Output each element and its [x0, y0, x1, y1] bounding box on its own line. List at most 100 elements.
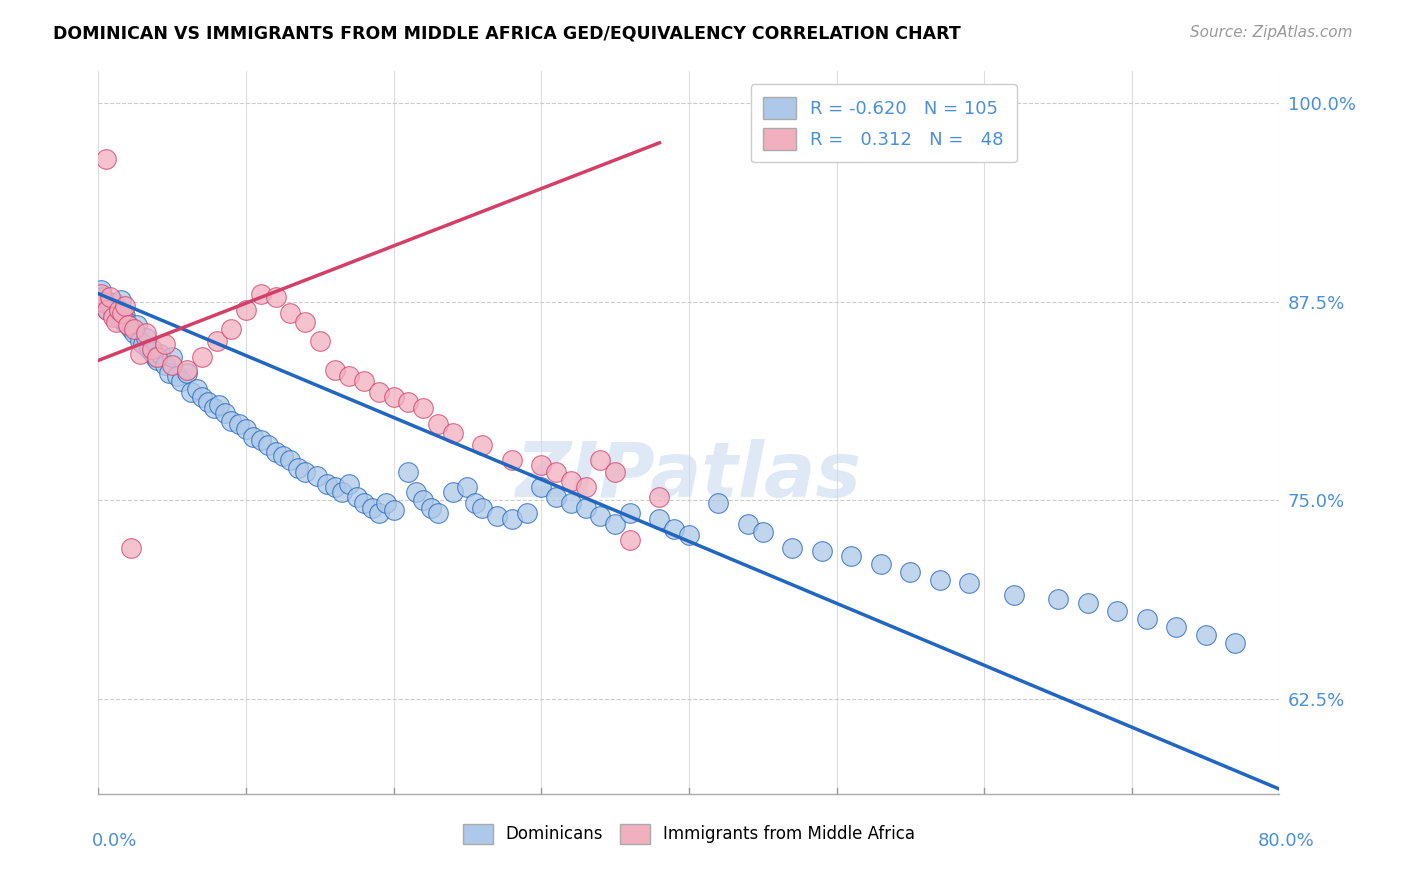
Point	[202, 401, 225, 415]
Point	[294, 315, 316, 329]
Point	[96, 302, 118, 317]
Point	[208, 398, 231, 412]
Point	[619, 506, 641, 520]
Point	[242, 429, 264, 443]
Point	[125, 318, 148, 333]
Point	[205, 334, 228, 349]
Point	[346, 490, 368, 504]
Point	[107, 310, 129, 325]
Point	[398, 394, 420, 409]
Point	[98, 298, 121, 312]
Point	[162, 350, 183, 364]
Point	[122, 326, 145, 341]
Point	[441, 485, 464, 500]
Point	[117, 318, 139, 333]
Point	[530, 480, 553, 494]
Point	[257, 437, 280, 451]
Point	[323, 363, 346, 377]
Point	[412, 401, 434, 415]
Point	[412, 493, 434, 508]
Point	[104, 296, 127, 310]
Point	[114, 299, 136, 313]
Point	[427, 506, 450, 520]
Point	[94, 301, 117, 315]
Point	[309, 334, 332, 349]
Point	[339, 369, 361, 384]
Point	[323, 480, 346, 494]
Point	[112, 315, 135, 329]
Point	[316, 477, 339, 491]
Point	[138, 343, 160, 357]
Point	[1002, 588, 1025, 602]
Point	[707, 496, 730, 510]
Point	[111, 306, 134, 320]
Point	[115, 313, 138, 327]
Point	[166, 369, 188, 384]
Point	[250, 286, 273, 301]
Point	[1166, 620, 1188, 634]
Point	[398, 465, 420, 479]
Point	[191, 350, 214, 364]
Point	[368, 506, 391, 520]
Point	[103, 306, 125, 320]
Point	[153, 358, 176, 372]
Point	[782, 541, 804, 555]
Point	[419, 501, 441, 516]
Text: ZIPatlas: ZIPatlas	[516, 439, 862, 513]
Point	[111, 312, 134, 326]
Point	[132, 337, 155, 351]
Point	[90, 286, 112, 301]
Point	[427, 417, 450, 431]
Point	[280, 306, 302, 320]
Point	[870, 557, 893, 571]
Point	[605, 465, 627, 479]
Point	[250, 433, 273, 447]
Point	[294, 465, 316, 479]
Text: Source: ZipAtlas.com: Source: ZipAtlas.com	[1189, 25, 1353, 40]
Point	[108, 304, 131, 318]
Text: 80.0%: 80.0%	[1258, 831, 1315, 849]
Point	[841, 549, 863, 563]
Point	[619, 533, 641, 547]
Point	[560, 496, 582, 510]
Point	[546, 490, 568, 504]
Point	[141, 343, 163, 357]
Point	[1077, 596, 1099, 610]
Point	[120, 321, 142, 335]
Point	[221, 414, 243, 428]
Point	[330, 485, 353, 500]
Point	[91, 290, 114, 304]
Point	[471, 501, 494, 516]
Point	[103, 310, 125, 325]
Point	[648, 512, 671, 526]
Point	[94, 152, 117, 166]
Text: 0.0%: 0.0%	[91, 831, 136, 849]
Point	[93, 294, 115, 309]
Point	[176, 363, 198, 377]
Point	[191, 390, 214, 404]
Point	[752, 524, 775, 539]
Point	[264, 290, 287, 304]
Point	[157, 366, 180, 380]
Point	[664, 522, 686, 536]
Point	[1107, 604, 1129, 618]
Point	[530, 458, 553, 472]
Point	[457, 480, 479, 494]
Point	[305, 469, 328, 483]
Point	[180, 385, 202, 400]
Point	[516, 506, 538, 520]
Point	[197, 394, 219, 409]
Point	[186, 382, 208, 396]
Point	[90, 284, 112, 298]
Point	[486, 508, 509, 523]
Point	[471, 437, 494, 451]
Point	[176, 366, 198, 380]
Point	[678, 528, 700, 542]
Point	[929, 573, 952, 587]
Point	[441, 426, 464, 441]
Point	[339, 477, 361, 491]
Point	[117, 318, 139, 333]
Point	[97, 294, 120, 309]
Point	[589, 508, 612, 523]
Point	[900, 565, 922, 579]
